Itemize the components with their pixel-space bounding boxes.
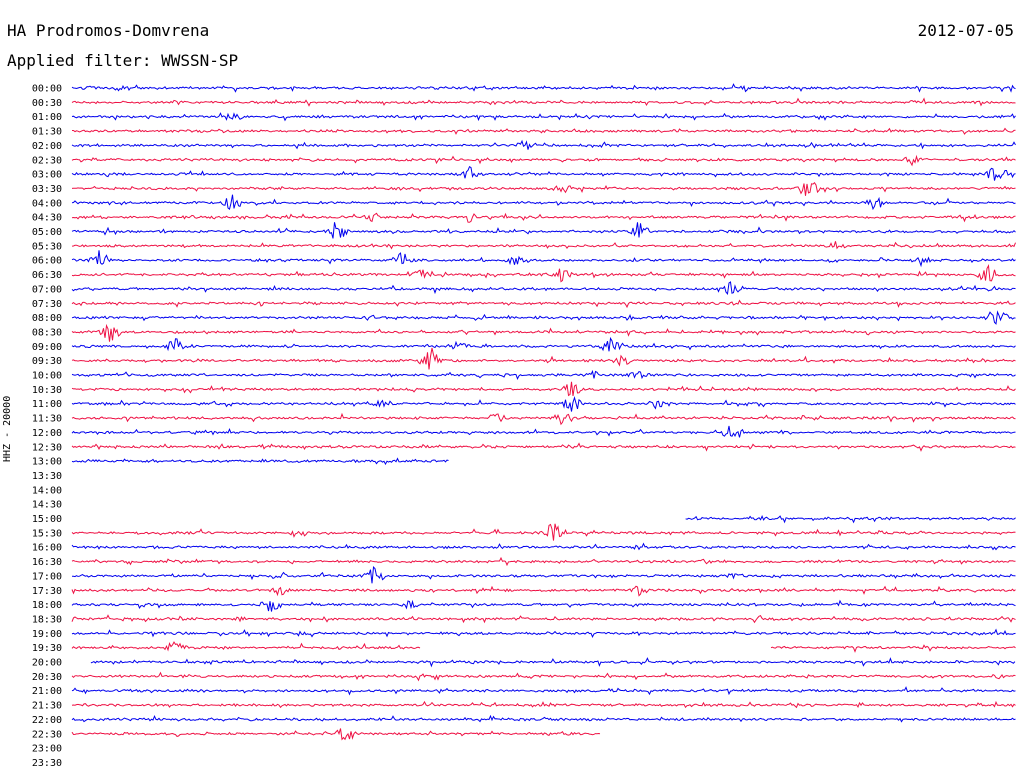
trace-line xyxy=(71,212,1016,223)
trace-line xyxy=(71,241,1016,250)
trace-line xyxy=(71,347,1016,370)
time-label: 06:00 xyxy=(32,256,62,267)
time-label: 01:30 xyxy=(32,127,62,138)
trace-line xyxy=(71,425,1016,438)
time-label: 10:00 xyxy=(32,371,62,382)
time-label: 17:30 xyxy=(32,586,62,597)
time-label: 09:30 xyxy=(32,356,62,367)
trace-line xyxy=(71,442,1016,452)
time-label: 10:30 xyxy=(32,385,62,396)
time-label: 19:30 xyxy=(32,643,62,654)
time-label: 02:30 xyxy=(32,155,62,166)
time-label: 20:00 xyxy=(32,658,62,669)
time-label: 04:30 xyxy=(32,213,62,224)
time-label: 04:00 xyxy=(32,198,62,209)
trace-line xyxy=(72,127,1016,135)
time-label: 02:00 xyxy=(32,141,62,152)
trace-line xyxy=(71,614,1016,624)
trace-line xyxy=(71,250,1016,268)
time-label: 09:00 xyxy=(32,342,62,353)
trace-line xyxy=(71,542,1016,551)
time-label: 20:30 xyxy=(32,672,62,683)
time-label: 23:00 xyxy=(32,744,62,755)
date-label: 2012-07-05 xyxy=(917,21,1014,40)
trace-line xyxy=(71,194,1016,211)
trace-line xyxy=(71,686,1016,696)
time-label: 23:30 xyxy=(32,758,62,769)
time-label: 05:00 xyxy=(32,227,62,238)
trace-line xyxy=(72,565,1016,584)
trace-line xyxy=(71,97,1016,107)
time-label: 14:30 xyxy=(32,500,62,511)
time-label: 11:00 xyxy=(32,399,62,410)
time-label: 08:30 xyxy=(32,327,62,338)
time-label: 16:00 xyxy=(32,543,62,554)
time-label: 17:00 xyxy=(32,571,62,582)
trace-line xyxy=(90,657,1016,668)
time-label: 03:30 xyxy=(32,184,62,195)
trace-line xyxy=(71,728,601,741)
time-label: 05:30 xyxy=(32,241,62,252)
trace-line xyxy=(71,523,1016,541)
filter-label: Applied filter: WWSSN-SP xyxy=(7,51,239,70)
trace-line xyxy=(71,154,1016,167)
trace-line xyxy=(71,281,1016,295)
time-label: 18:30 xyxy=(32,614,62,625)
time-label: 13:00 xyxy=(32,457,62,468)
trace-line xyxy=(71,310,1016,325)
time-label: 00:00 xyxy=(32,84,62,95)
time-label: 21:00 xyxy=(32,686,62,697)
trace-line xyxy=(71,112,1016,122)
time-label: 18:00 xyxy=(32,600,62,611)
trace-line xyxy=(71,599,1016,612)
trace-line xyxy=(71,264,1016,283)
trace-line xyxy=(71,139,1016,150)
time-label: 12:30 xyxy=(32,442,62,453)
trace-line xyxy=(71,556,1016,567)
trace-line xyxy=(71,381,1016,397)
trace-line xyxy=(71,671,1016,682)
time-label: 22:00 xyxy=(32,715,62,726)
trace-line xyxy=(71,457,449,466)
time-label: 13:30 xyxy=(32,471,62,482)
time-label: 14:00 xyxy=(32,485,62,496)
trace-line xyxy=(71,628,1016,638)
time-label: 06:30 xyxy=(32,270,62,281)
time-label: 08:00 xyxy=(32,313,62,324)
trace-line xyxy=(71,585,1016,597)
trace-line xyxy=(71,396,1016,412)
time-label: 03:00 xyxy=(32,170,62,181)
time-label: 19:00 xyxy=(32,629,62,640)
trace-line xyxy=(71,323,1016,342)
trace-line xyxy=(71,412,1016,426)
time-label: 12:00 xyxy=(32,428,62,439)
time-label: 22:30 xyxy=(32,729,62,740)
time-label: 11:30 xyxy=(32,414,62,425)
trace-line xyxy=(71,222,1016,239)
trace-line xyxy=(71,369,1016,380)
trace-line xyxy=(71,714,1016,723)
time-label: 16:30 xyxy=(32,557,62,568)
time-label: 01:00 xyxy=(32,112,62,123)
trace-line xyxy=(71,299,1016,309)
time-label: 15:30 xyxy=(32,528,62,539)
trace-line xyxy=(71,182,1016,196)
time-label: 21:30 xyxy=(32,701,62,712)
trace-line xyxy=(71,700,1016,709)
time-label: 15:00 xyxy=(32,514,62,525)
trace-line xyxy=(71,83,1016,93)
trace-line xyxy=(71,641,1016,653)
time-label: 07:30 xyxy=(32,299,62,310)
station-title: HA Prodromos-Domvrena xyxy=(7,21,210,40)
trace-line xyxy=(685,515,1016,524)
trace-line xyxy=(71,165,1016,181)
trace-line xyxy=(71,336,1016,352)
time-label: 07:00 xyxy=(32,284,62,295)
time-label: 00:30 xyxy=(32,98,62,109)
